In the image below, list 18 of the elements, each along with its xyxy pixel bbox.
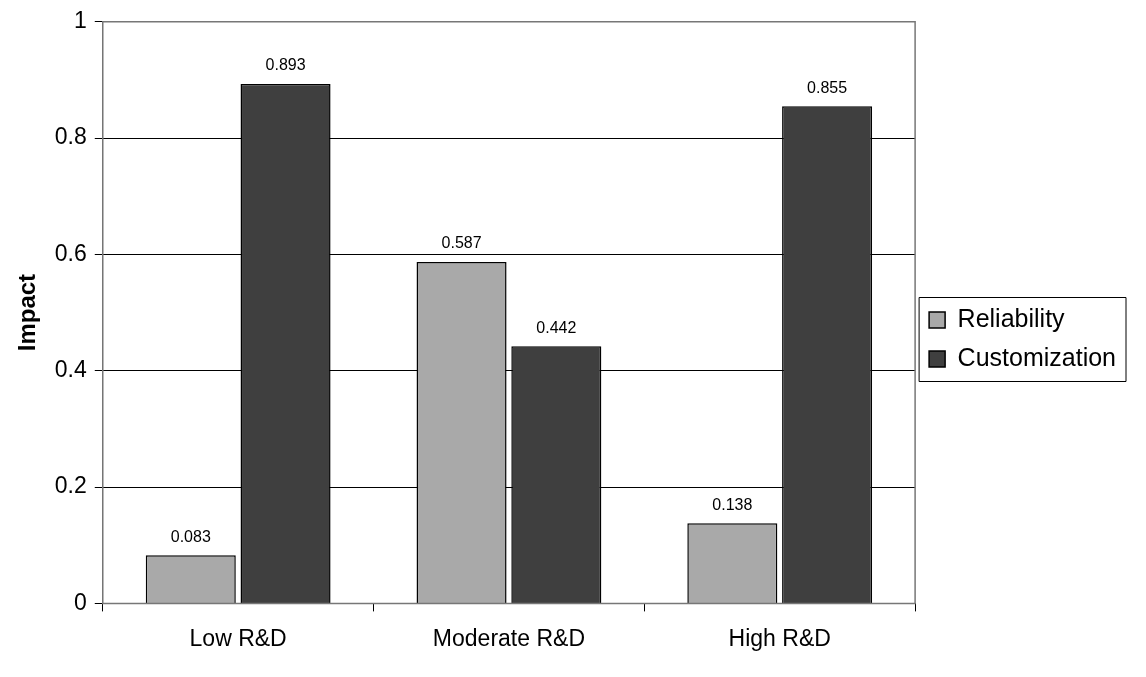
y-axis-title: Impact [13,273,41,352]
y-tick-label: 0.4 [54,356,87,383]
data-label: 0.083 [170,527,211,545]
y-tick-label: 0 [73,588,87,615]
data-label: 0.893 [265,56,306,74]
data-label: 0.587 [441,234,482,252]
y-tick-label: 0.2 [54,472,87,499]
y-tick-label: 1 [73,7,87,34]
x-tick-label: Moderate R&D [432,624,585,651]
legend-label: Customization [957,342,1117,371]
x-tick-label: High R&D [728,624,831,651]
data-label: 0.442 [536,318,577,336]
x-tick-label: Low R&D [189,624,287,651]
y-tick-label: 0.6 [54,239,87,266]
y-tick-label: 0.8 [54,123,87,150]
data-label: 0.855 [807,78,848,96]
legend-label: Reliability [957,303,1066,332]
data-label: 0.138 [712,495,753,513]
